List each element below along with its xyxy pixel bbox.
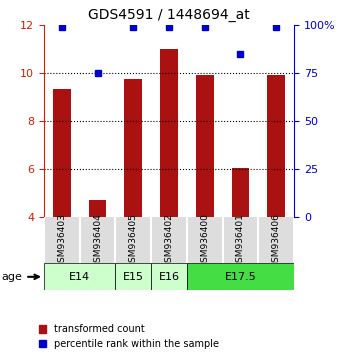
Bar xyxy=(196,75,214,217)
FancyBboxPatch shape xyxy=(151,263,187,290)
Text: GSM936406: GSM936406 xyxy=(272,213,281,268)
Bar xyxy=(124,79,142,217)
Text: GSM936401: GSM936401 xyxy=(236,213,245,268)
Bar xyxy=(160,49,178,217)
Text: E15: E15 xyxy=(123,272,144,282)
Text: age: age xyxy=(2,272,39,282)
Legend: transformed count, percentile rank within the sample: transformed count, percentile rank withi… xyxy=(39,324,219,349)
Text: GSM936403: GSM936403 xyxy=(57,213,66,268)
Bar xyxy=(232,168,249,217)
FancyBboxPatch shape xyxy=(115,263,151,290)
Bar xyxy=(89,200,106,217)
Title: GDS4591 / 1448694_at: GDS4591 / 1448694_at xyxy=(88,8,250,22)
Text: E17.5: E17.5 xyxy=(224,272,256,282)
Text: GSM936402: GSM936402 xyxy=(165,213,173,268)
Text: E16: E16 xyxy=(159,272,179,282)
Text: GSM936404: GSM936404 xyxy=(93,213,102,268)
Bar xyxy=(267,75,285,217)
FancyBboxPatch shape xyxy=(187,263,294,290)
FancyBboxPatch shape xyxy=(44,263,115,290)
Text: E14: E14 xyxy=(69,272,90,282)
Text: GSM936400: GSM936400 xyxy=(200,213,209,268)
Bar xyxy=(53,88,71,217)
Text: GSM936405: GSM936405 xyxy=(129,213,138,268)
